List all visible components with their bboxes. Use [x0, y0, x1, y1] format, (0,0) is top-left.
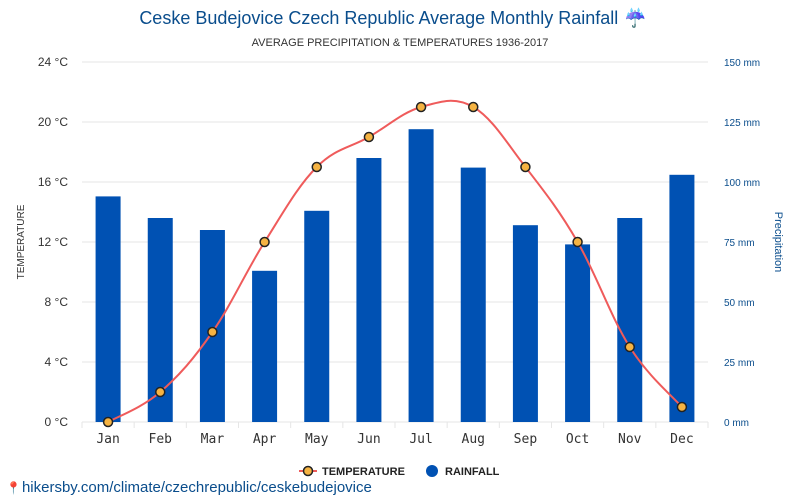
temperature-tick-label: 0 °C	[45, 415, 69, 429]
legend[interactable]: TEMPERATURE RAINFALL	[299, 465, 500, 478]
month-label: Sep	[514, 432, 538, 447]
temperature-line-path	[107, 99, 683, 423]
month-label: Oct	[566, 432, 589, 447]
gridlines	[81, 61, 709, 428]
pin-icon: 📍	[6, 481, 21, 495]
rainfall-bar-jan[interactable]	[95, 196, 121, 422]
temperature-point-jun[interactable]	[363, 131, 375, 143]
precipitation-tick-label: 75 mm	[724, 238, 755, 249]
precipitation-tick-label: 150 mm	[724, 58, 760, 69]
rainfall-bar-oct[interactable]	[565, 244, 591, 422]
month-label: Jul	[409, 432, 432, 447]
month-label: Apr	[253, 432, 277, 447]
legend-circle-marker	[426, 465, 438, 477]
source-link-text: hikersby.com/climate/czechrepublic/ceske…	[21, 479, 372, 496]
temperature-axis-title: TEMPERATURE	[16, 204, 27, 279]
umbrella-icon: ☔	[624, 7, 646, 28]
rainfall-bar-sep[interactable]	[512, 225, 538, 422]
temperature-point-jan[interactable]	[102, 416, 114, 428]
temperature-point-oct[interactable]	[572, 236, 583, 248]
temperature-point-apr[interactable]	[259, 236, 270, 248]
legend-item-rainfall[interactable]: RAINFALL	[426, 465, 500, 478]
temperature-tick-label: 4 °C	[45, 355, 69, 369]
month-label: Jun	[357, 432, 380, 447]
legend-circle-marker	[302, 465, 314, 477]
month-label: Jan	[96, 432, 119, 447]
temperature-point-jul[interactable]	[415, 101, 427, 113]
rainfall-bar-apr[interactable]	[252, 270, 278, 422]
month-label: May	[305, 432, 329, 447]
temperature-tick-label: 8 °C	[45, 295, 69, 309]
month-label: Nov	[618, 432, 642, 447]
precipitation-axis-title: Precipitation	[772, 212, 784, 273]
temperature-point-may[interactable]	[311, 161, 322, 173]
temperature-tick-label: 20 °C	[38, 115, 68, 129]
temperature-point-feb[interactable]	[155, 386, 166, 398]
month-label: Aug	[462, 432, 485, 447]
rainfall-bar-may[interactable]	[304, 210, 330, 422]
rainfall-bars	[95, 129, 695, 422]
legend-item-temperature[interactable]: TEMPERATURE	[299, 465, 405, 478]
temperature-axis: 0 °C 4 °C 8 °C 12 °C 16 °C 20 °C 24 °C	[38, 55, 68, 429]
temperature-point-sep[interactable]	[520, 161, 531, 173]
precipitation-tick-label: 25 mm	[724, 358, 755, 369]
temperature-tick-label: 24 °C	[38, 55, 68, 69]
temperature-tick-label: 16 °C	[38, 175, 68, 189]
month-axis: Jan Feb Mar Apr May Jun Jul Aug Sep Oct Nov Dec	[96, 432, 693, 447]
rainfall-bar-jun[interactable]	[356, 158, 382, 422]
legend-label-temperature: TEMPERATURE	[322, 466, 405, 478]
temperature-line	[102, 99, 688, 428]
temperature-point-nov[interactable]	[624, 341, 635, 353]
temperature-tick-label: 12 °C	[38, 235, 68, 249]
rainfall-bar-jul[interactable]	[408, 129, 434, 422]
rainfall-bar-mar[interactable]	[199, 230, 225, 422]
chart-title: Ceske Budejovice Czech Republic Average …	[139, 7, 646, 28]
chart-subtitle: AVERAGE PRECIPITATION & TEMPERATURES 193…	[252, 37, 549, 49]
rainfall-bar-aug[interactable]	[460, 167, 486, 422]
precipitation-tick-label: 100 mm	[724, 178, 760, 189]
legend-label-rainfall: RAINFALL	[445, 466, 500, 478]
temperature-point-aug[interactable]	[468, 101, 479, 113]
chart-title-text: Ceske Budejovice Czech Republic Average …	[139, 8, 618, 28]
month-label: Feb	[149, 432, 173, 447]
precipitation-tick-label: 125 mm	[724, 118, 760, 129]
month-label: Mar	[201, 432, 225, 447]
precipitation-axis: 0 mm 25 mm 50 mm 75 mm 100 mm 125 mm 150 mm	[724, 58, 760, 429]
month-label: Dec	[670, 432, 693, 447]
temperature-point-mar[interactable]	[207, 326, 218, 338]
precipitation-tick-label: 0 mm	[724, 418, 749, 429]
temperature-point-dec[interactable]	[676, 401, 688, 413]
rainfall-bar-dec[interactable]	[669, 174, 695, 422]
precipitation-tick-label: 50 mm	[724, 298, 755, 309]
source-link[interactable]: 📍hikersby.com/climate/czechrepublic/cesk…	[6, 479, 372, 496]
rainfall-bar-nov[interactable]	[617, 218, 643, 422]
